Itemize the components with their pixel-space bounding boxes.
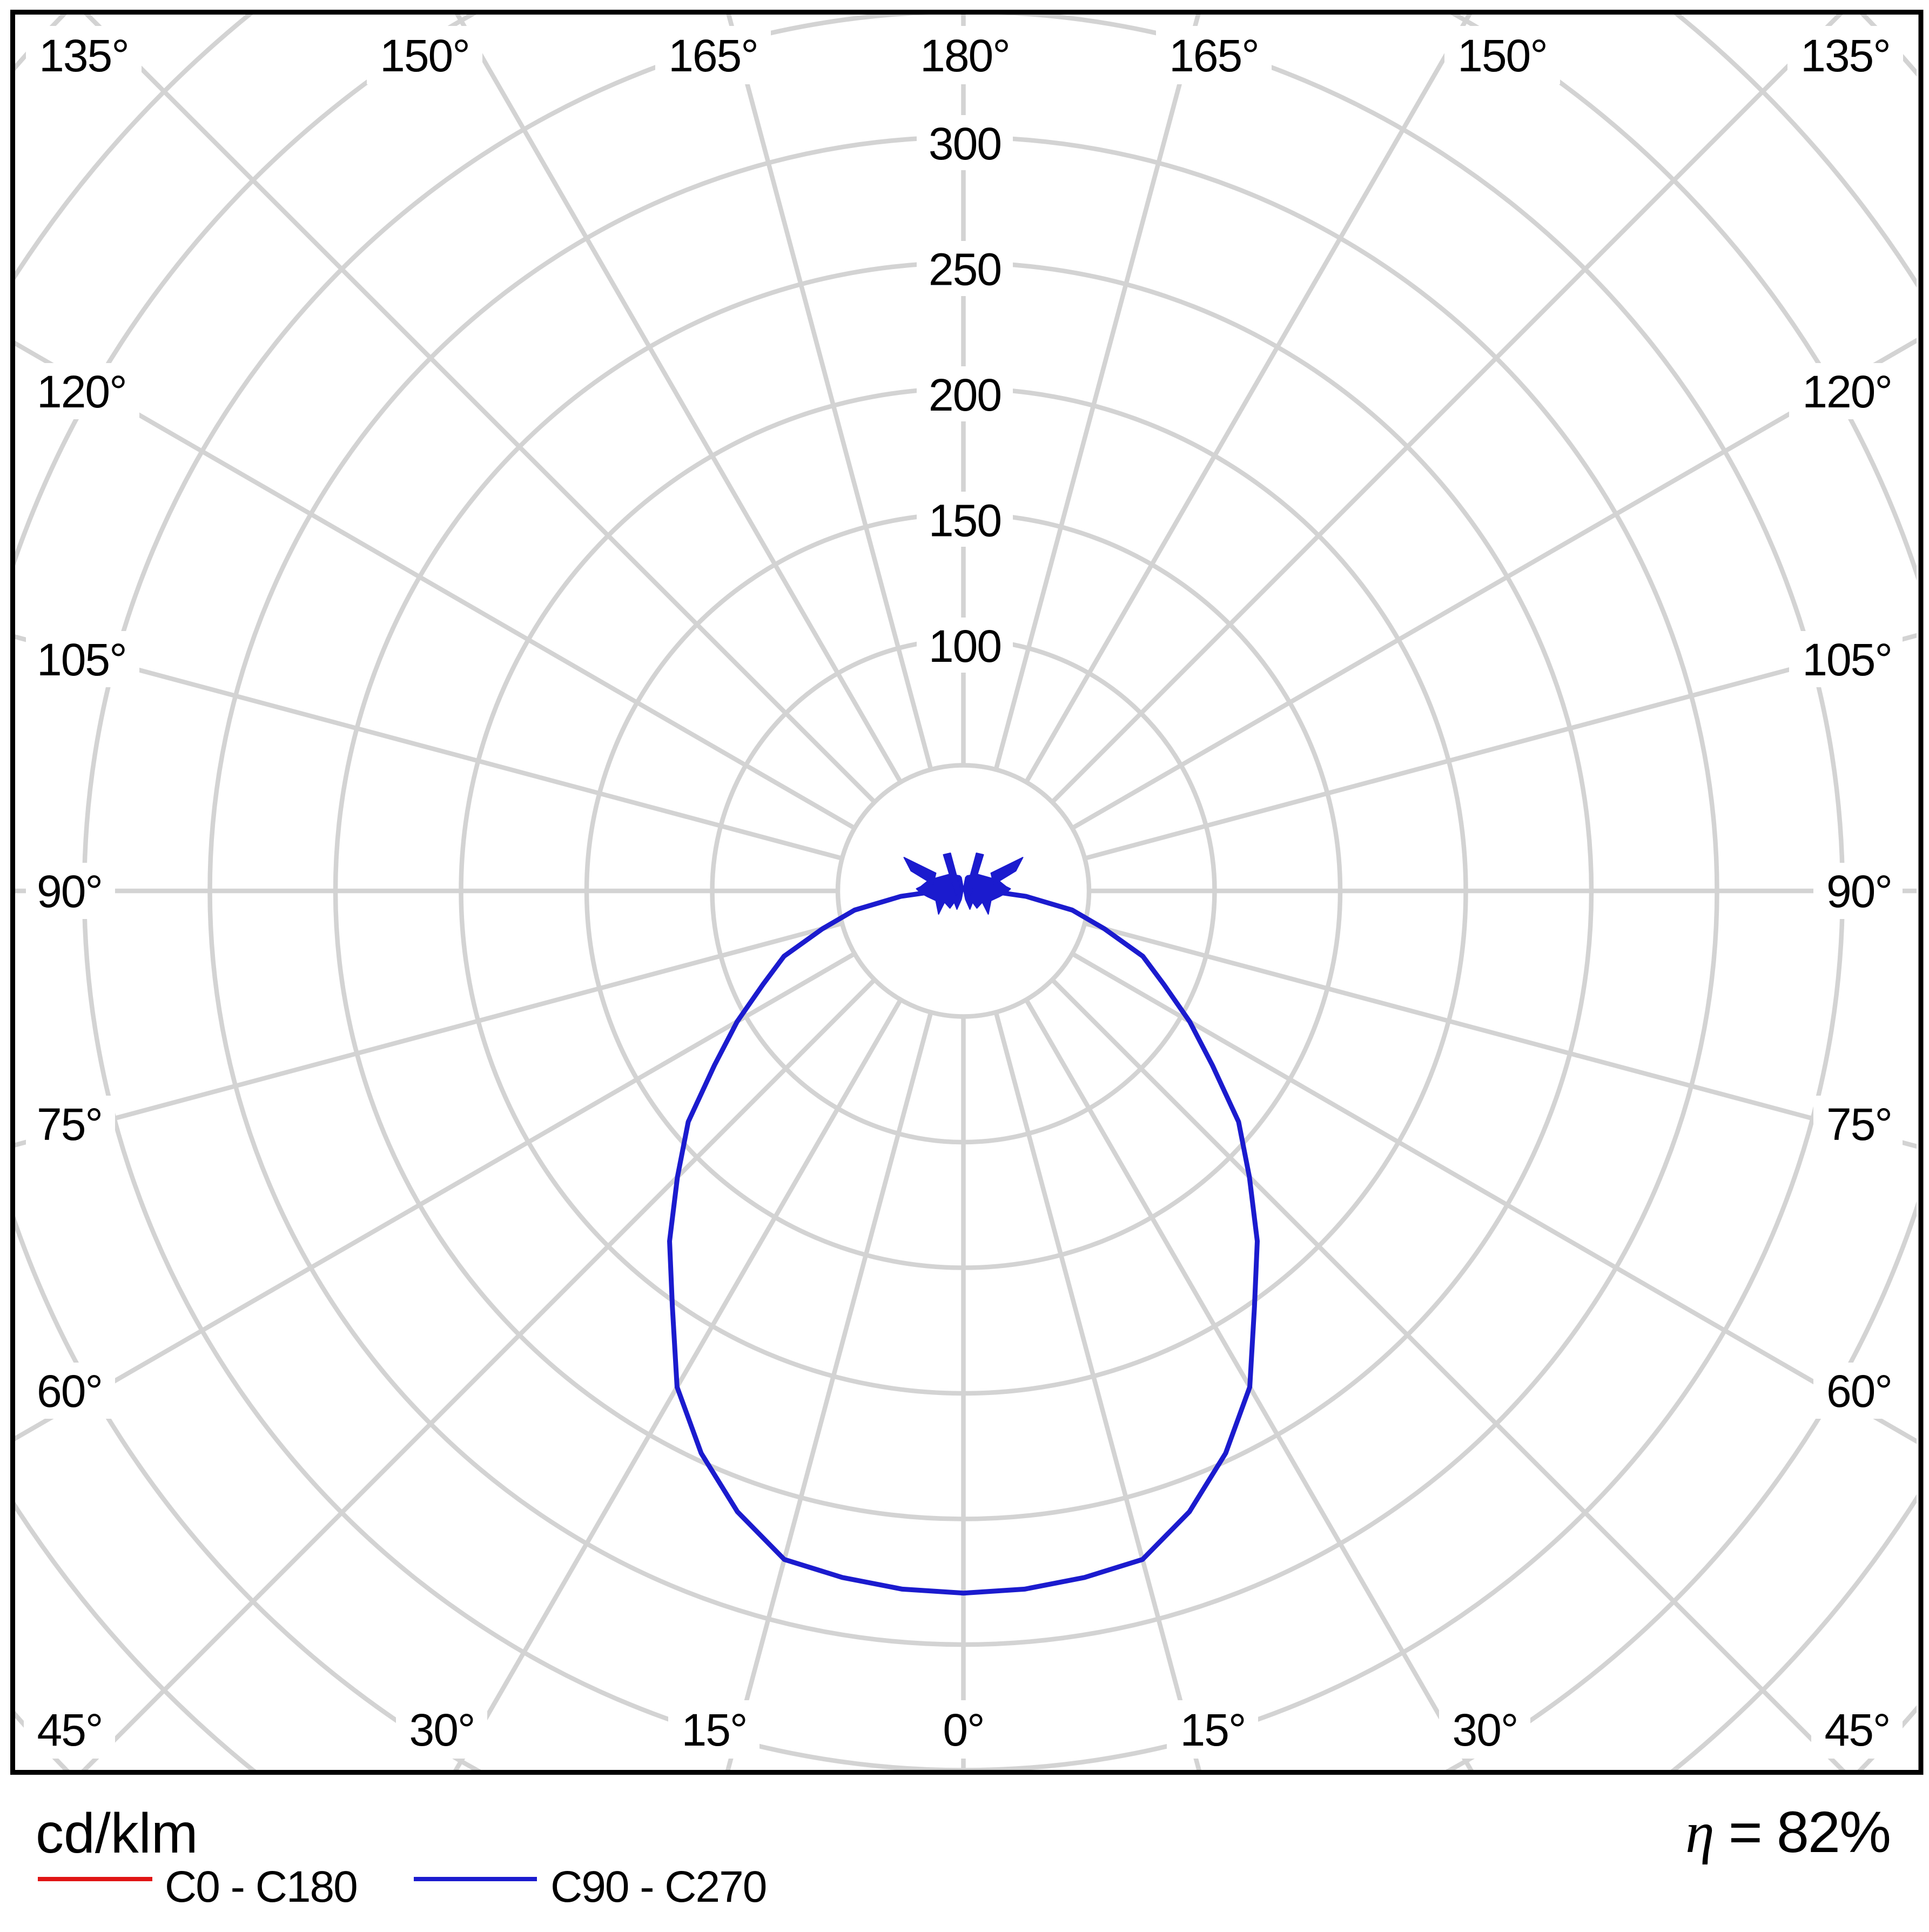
svg-text:η = 82%: η = 82%: [1685, 1799, 1890, 1865]
svg-text:135°: 135°: [39, 30, 129, 81]
svg-text:135°: 135°: [1800, 30, 1890, 81]
svg-text:30°: 30°: [1452, 1705, 1517, 1755]
svg-text:120°: 120°: [37, 366, 126, 417]
svg-text:C90 - C270: C90 - C270: [550, 1862, 766, 1911]
svg-text:250: 250: [929, 244, 1001, 295]
svg-text:105°: 105°: [1802, 634, 1892, 685]
svg-text:90°: 90°: [1826, 866, 1892, 917]
svg-text:15°: 15°: [1180, 1705, 1245, 1755]
svg-text:15°: 15°: [681, 1705, 747, 1755]
svg-text:60°: 60°: [37, 1366, 102, 1417]
svg-text:75°: 75°: [1826, 1099, 1892, 1150]
svg-text:90°: 90°: [37, 866, 102, 917]
svg-text:0°: 0°: [943, 1705, 984, 1755]
svg-text:45°: 45°: [1824, 1705, 1890, 1755]
svg-text:165°: 165°: [1169, 30, 1259, 81]
svg-text:75°: 75°: [37, 1099, 102, 1150]
svg-text:300: 300: [929, 118, 1001, 169]
svg-text:cd/klm: cd/klm: [36, 1802, 198, 1865]
svg-text:30°: 30°: [409, 1705, 474, 1755]
svg-text:120°: 120°: [1802, 366, 1892, 417]
svg-text:200: 200: [929, 370, 1001, 420]
svg-text:150°: 150°: [380, 30, 469, 81]
svg-text:C0 - C180: C0 - C180: [165, 1862, 357, 1911]
svg-text:150: 150: [929, 495, 1001, 546]
svg-text:105°: 105°: [37, 634, 126, 685]
svg-text:150°: 150°: [1457, 30, 1547, 81]
svg-text:60°: 60°: [1826, 1366, 1892, 1417]
svg-text:100: 100: [929, 621, 1001, 672]
svg-text:45°: 45°: [37, 1705, 102, 1755]
svg-text:180°: 180°: [920, 30, 1010, 81]
svg-text:165°: 165°: [668, 30, 758, 81]
